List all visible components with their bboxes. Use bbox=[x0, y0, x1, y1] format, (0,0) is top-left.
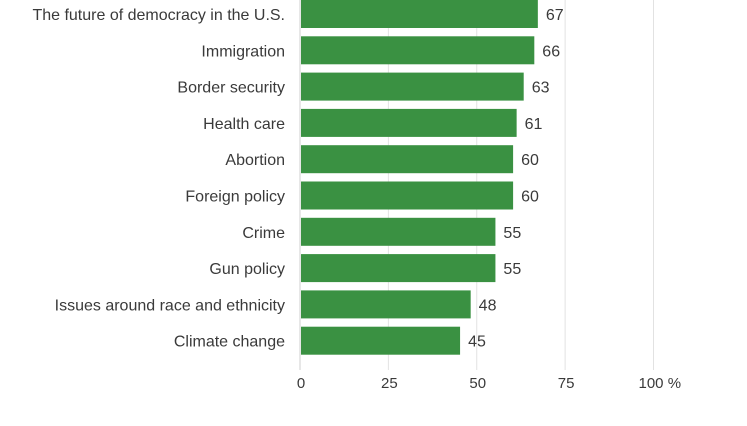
value-label: 60 bbox=[521, 152, 539, 169]
bar bbox=[301, 145, 514, 174]
value-label: 63 bbox=[532, 80, 550, 97]
category-labels: The future of democracy in the U.S. Immig… bbox=[32, 7, 285, 351]
category-label: Abortion bbox=[225, 152, 285, 169]
bar bbox=[301, 36, 535, 65]
value-label: 66 bbox=[542, 43, 560, 60]
category-label: Health care bbox=[203, 116, 285, 133]
bar bbox=[301, 0, 538, 28]
value-label: 61 bbox=[525, 116, 543, 133]
x-tick-label: 75 bbox=[558, 375, 575, 392]
x-tick-label: 100 % bbox=[639, 375, 682, 392]
category-label: Border security bbox=[177, 80, 285, 97]
category-label: The future of democracy in the U.S. bbox=[32, 7, 285, 24]
bars bbox=[301, 0, 538, 355]
value-labels: 67 66 63 61 60 60 55 55 48 45 bbox=[468, 7, 564, 351]
bar bbox=[301, 217, 496, 246]
x-axis-ticks: 0 25 50 75 100 % bbox=[297, 375, 681, 392]
bar bbox=[301, 254, 496, 283]
category-label: Gun policy bbox=[209, 261, 285, 278]
value-label: 60 bbox=[521, 189, 539, 206]
x-tick-label: 25 bbox=[381, 375, 398, 392]
bar bbox=[301, 108, 517, 137]
value-label: 48 bbox=[479, 297, 497, 314]
category-label: Crime bbox=[242, 225, 285, 242]
value-label: 55 bbox=[503, 225, 521, 242]
category-label: Climate change bbox=[174, 334, 285, 351]
bar bbox=[301, 181, 514, 210]
value-label: 55 bbox=[503, 261, 521, 278]
bar bbox=[301, 326, 461, 355]
x-tick-label: 50 bbox=[469, 375, 486, 392]
value-label: 45 bbox=[468, 334, 486, 351]
bar bbox=[301, 72, 524, 101]
value-label: 67 bbox=[546, 7, 564, 24]
category-label: Issues around race and ethnicity bbox=[55, 297, 285, 314]
bar bbox=[301, 290, 471, 319]
category-label: Immigration bbox=[201, 43, 285, 60]
category-label: Foreign policy bbox=[185, 189, 285, 206]
x-tick-label: 0 bbox=[297, 375, 305, 392]
